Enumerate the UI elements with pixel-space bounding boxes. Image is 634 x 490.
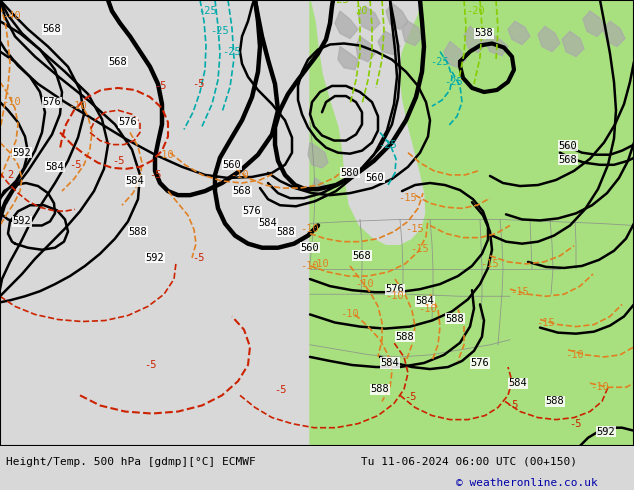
Text: 584: 584 [416, 296, 434, 306]
Polygon shape [312, 178, 328, 195]
Text: -10: -10 [231, 170, 249, 180]
Text: -10: -10 [418, 304, 437, 315]
Polygon shape [310, 0, 634, 446]
Text: -15: -15 [481, 259, 500, 269]
Text: -5: -5 [191, 253, 204, 263]
Text: 538: 538 [475, 28, 493, 38]
Text: 576: 576 [470, 358, 489, 368]
Text: 592: 592 [597, 427, 616, 437]
Text: 592: 592 [13, 147, 31, 158]
Polygon shape [358, 6, 380, 31]
Polygon shape [485, 33, 508, 55]
Text: -5: -5 [274, 385, 286, 395]
Text: 584: 584 [380, 358, 399, 368]
Text: 568: 568 [108, 57, 127, 67]
Text: 568: 568 [559, 155, 578, 165]
Text: -25: -25 [210, 26, 230, 36]
Text: -10: -10 [566, 350, 585, 360]
Text: -15: -15 [406, 223, 424, 234]
Text: -20: -20 [467, 6, 486, 16]
Text: 560: 560 [559, 141, 578, 150]
Text: 592: 592 [13, 217, 31, 226]
Text: 584: 584 [508, 378, 527, 388]
Polygon shape [538, 26, 560, 51]
Polygon shape [562, 31, 584, 57]
Text: 568: 568 [233, 186, 251, 196]
Polygon shape [464, 26, 486, 52]
Text: 588: 588 [371, 384, 389, 394]
Text: 576: 576 [385, 284, 404, 294]
Text: -15: -15 [510, 287, 529, 297]
Text: -10: -10 [385, 291, 404, 301]
Polygon shape [444, 42, 466, 68]
Text: -15: -15 [411, 244, 429, 254]
Text: 576: 576 [42, 97, 61, 107]
Text: -5: -5 [149, 170, 161, 180]
Text: 588: 588 [446, 314, 464, 323]
Polygon shape [378, 31, 400, 54]
Text: -5: -5 [112, 156, 124, 166]
Text: -5: -5 [191, 79, 204, 89]
Text: -5: -5 [569, 418, 581, 429]
Text: 560: 560 [366, 173, 384, 183]
Polygon shape [308, 143, 328, 168]
Text: 588: 588 [396, 332, 415, 342]
Text: -25: -25 [198, 6, 217, 16]
Text: 560: 560 [223, 160, 242, 170]
Text: 584: 584 [259, 219, 278, 228]
Text: 588: 588 [546, 396, 564, 406]
Polygon shape [335, 11, 358, 38]
Text: 576: 576 [119, 117, 138, 127]
Text: 20: 20 [356, 6, 368, 16]
Text: 588: 588 [276, 226, 295, 237]
Polygon shape [508, 21, 530, 45]
Text: -10: -10 [340, 310, 359, 319]
Text: -25: -25 [444, 77, 463, 87]
Text: 568: 568 [353, 251, 372, 261]
Text: -5: -5 [404, 392, 417, 402]
Text: 576: 576 [243, 206, 261, 216]
Text: 580: 580 [340, 168, 359, 178]
Text: Tu 11-06-2024 06:00 UTC (00+150): Tu 11-06-2024 06:00 UTC (00+150) [361, 457, 578, 466]
Text: -10: -10 [68, 101, 87, 111]
Text: 2: 2 [7, 170, 13, 180]
Text: 568: 568 [42, 24, 61, 34]
Text: Height/Temp. 500 hPa [gdmp][°C] ECMWF: Height/Temp. 500 hPa [gdmp][°C] ECMWF [6, 457, 256, 466]
Text: -5: -5 [144, 360, 156, 370]
Text: -5: -5 [154, 81, 166, 91]
Text: -10: -10 [155, 150, 174, 160]
Text: 588: 588 [129, 226, 147, 237]
Text: 560: 560 [301, 243, 320, 253]
Text: -10: -10 [311, 259, 330, 269]
Text: -10: -10 [356, 279, 374, 289]
Polygon shape [356, 36, 375, 62]
Text: 584: 584 [46, 162, 65, 172]
Polygon shape [386, 3, 408, 29]
Text: -10: -10 [301, 223, 320, 234]
Text: -5: -5 [506, 400, 518, 411]
Text: -10: -10 [3, 97, 22, 107]
Text: 584: 584 [126, 176, 145, 186]
Text: -10: -10 [591, 382, 609, 392]
Text: -25: -25 [378, 140, 398, 149]
Polygon shape [583, 11, 605, 36]
Polygon shape [402, 21, 422, 46]
Text: -10: -10 [301, 261, 320, 271]
Polygon shape [338, 47, 358, 70]
Text: 592: 592 [146, 253, 164, 263]
Text: -5: -5 [68, 160, 81, 170]
Text: -25: -25 [330, 0, 349, 5]
Text: -15: -15 [399, 193, 417, 203]
Text: -15: -15 [536, 318, 555, 327]
Polygon shape [603, 21, 625, 47]
Text: © weatheronline.co.uk: © weatheronline.co.uk [456, 478, 598, 488]
Text: -40: -40 [3, 11, 22, 21]
Text: -25: -25 [430, 57, 450, 67]
Text: -25: -25 [223, 47, 242, 56]
